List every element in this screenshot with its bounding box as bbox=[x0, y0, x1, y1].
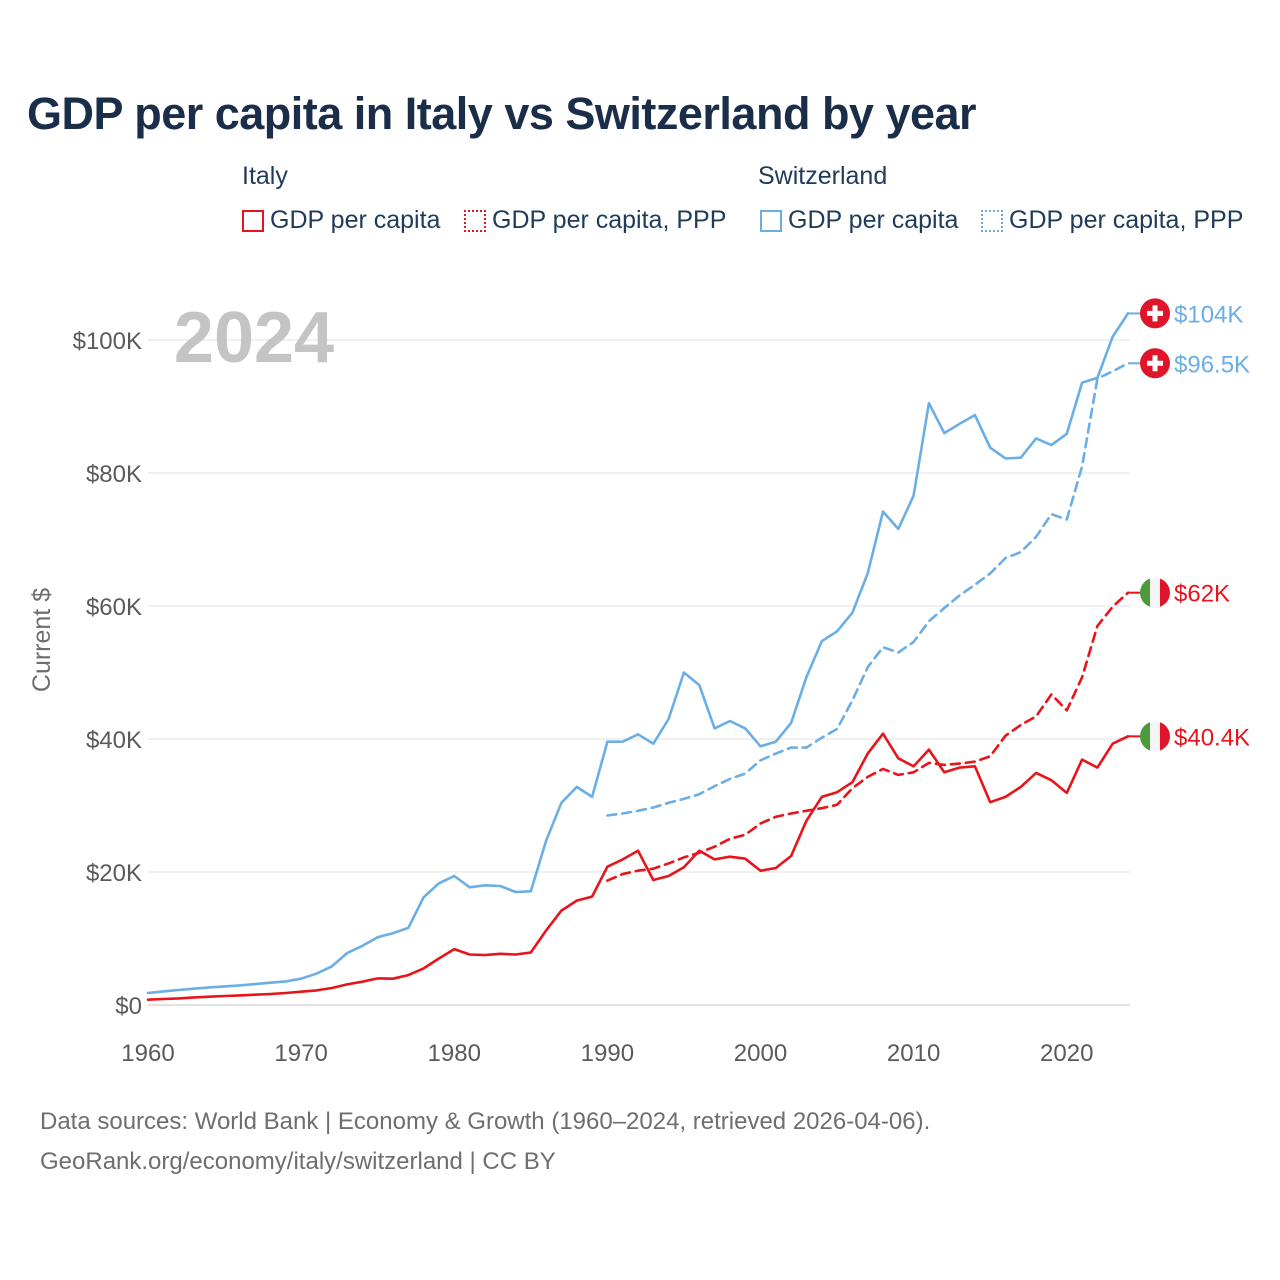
end-value-label: $62K bbox=[1174, 581, 1230, 608]
x-tick-label: 2010 bbox=[887, 1040, 940, 1067]
x-tick-label: 1990 bbox=[581, 1040, 634, 1067]
legend-item-switzerland-gdp[interactable]: GDP per capita bbox=[760, 206, 958, 235]
y-ticks: $0 $20K $40K $60K $80K $100K bbox=[73, 328, 142, 1020]
legend-swatch-dotted-icon bbox=[464, 209, 486, 232]
series-line-italy-gdp-per-capita-ppp[interactable] bbox=[606, 591, 1130, 882]
chart-title: GDP per capita in Italy vs Switzerland b… bbox=[27, 88, 977, 139]
end-value-label: $40.4K bbox=[1174, 724, 1250, 751]
x-tick-label: 1980 bbox=[428, 1040, 481, 1067]
legend-item-switzerland-gdp-ppp[interactable]: GDP per capita, PPP bbox=[981, 206, 1243, 235]
y-axis-label: Current $ bbox=[28, 588, 56, 692]
y-tick-label: $100K bbox=[73, 328, 142, 355]
legend-label: GDP per capita, PPP bbox=[492, 206, 727, 234]
series-lines bbox=[146, 312, 1130, 1001]
legend-swatch-solid-icon bbox=[242, 209, 264, 232]
year-watermark: 2024 bbox=[174, 298, 334, 378]
legend-label: GDP per capita, PPP bbox=[1009, 206, 1244, 234]
y-tick-label: $40K bbox=[86, 727, 142, 754]
y-tick-label: $20K bbox=[86, 860, 142, 887]
legend-group-switzerland: Switzerland bbox=[758, 162, 888, 190]
switzerland-flag-icon bbox=[1140, 348, 1170, 379]
end-value-label: $104K bbox=[1174, 301, 1243, 328]
legend-label: GDP per capita bbox=[270, 206, 441, 234]
y-tick-label: $0 bbox=[115, 993, 142, 1020]
legend-swatch-solid-icon bbox=[760, 209, 782, 232]
grid-lines bbox=[148, 339, 1130, 1006]
legend-label: GDP per capita bbox=[788, 206, 959, 234]
italy-flag-icon bbox=[1140, 721, 1170, 752]
end-labels: $104K $96.5K $40.4K $62K bbox=[1128, 298, 1250, 752]
series-line-italy-gdp-per-capita[interactable] bbox=[146, 732, 1130, 1001]
legend-group-italy: Italy bbox=[242, 162, 288, 190]
x-tick-label: 1970 bbox=[274, 1040, 327, 1067]
legend-swatch-dotted-icon bbox=[981, 209, 1003, 232]
x-tick-label: 1960 bbox=[121, 1040, 174, 1067]
footer-sources: Data sources: World Bank | Economy & Gro… bbox=[40, 1108, 931, 1135]
legend-item-italy-gdp[interactable]: GDP per capita bbox=[242, 206, 440, 235]
x-ticks: 1960 1970 1980 1990 2000 2010 2020 bbox=[121, 1040, 1093, 1067]
y-tick-label: $80K bbox=[86, 461, 142, 488]
series-line-switzerland-gdp-per-capita-ppp[interactable] bbox=[606, 362, 1130, 817]
series-line-switzerland-gdp-per-capita[interactable] bbox=[146, 312, 1130, 995]
end-value-label: $96.5K bbox=[1174, 351, 1250, 378]
italy-flag-icon bbox=[1140, 577, 1170, 608]
legend-item-italy-gdp-ppp[interactable]: GDP per capita, PPP bbox=[464, 206, 726, 235]
x-tick-label: 2020 bbox=[1040, 1040, 1093, 1067]
switzerland-flag-icon bbox=[1140, 298, 1170, 329]
x-tick-label: 2000 bbox=[734, 1040, 787, 1067]
y-tick-label: $60K bbox=[86, 594, 142, 621]
footer-attribution[interactable]: GeoRank.org/economy/italy/switzerland | … bbox=[40, 1148, 556, 1175]
